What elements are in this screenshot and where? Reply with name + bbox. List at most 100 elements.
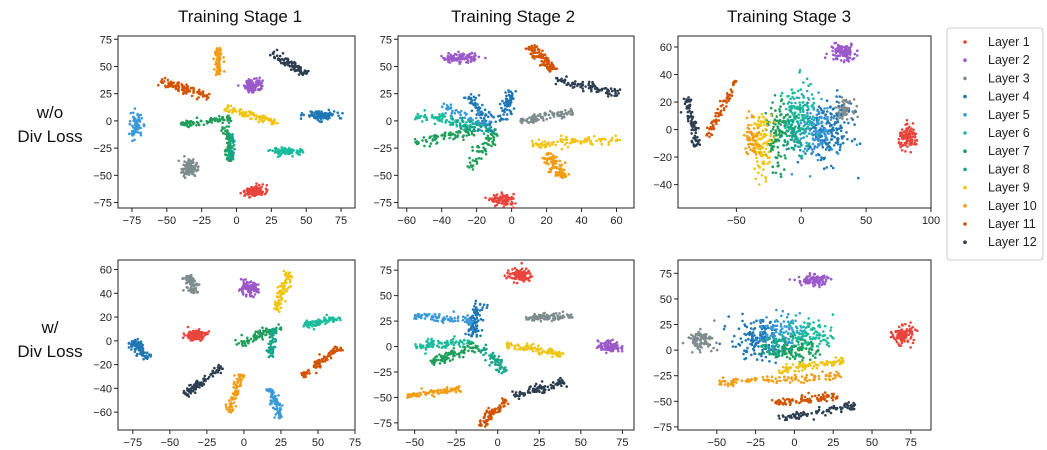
point <box>299 114 303 117</box>
points <box>128 46 344 199</box>
point <box>777 151 780 154</box>
point <box>316 118 320 122</box>
point <box>228 408 231 412</box>
point <box>620 350 624 353</box>
point <box>514 277 517 281</box>
point <box>838 116 842 119</box>
point <box>541 116 544 119</box>
point <box>457 50 460 54</box>
point <box>327 108 331 112</box>
point <box>805 116 808 120</box>
point <box>590 142 594 146</box>
point <box>256 288 260 291</box>
point <box>245 282 249 286</box>
point <box>233 374 236 377</box>
y-tick-label: 0 <box>666 125 672 137</box>
point <box>853 137 856 141</box>
point <box>273 338 277 341</box>
point <box>225 405 228 409</box>
point <box>214 63 217 66</box>
point <box>277 394 280 397</box>
series-layer-6 <box>267 146 305 159</box>
point <box>690 110 694 114</box>
point <box>501 109 504 113</box>
point <box>246 187 249 190</box>
point <box>177 89 180 93</box>
point <box>233 147 236 151</box>
point <box>214 73 218 77</box>
point <box>587 80 591 84</box>
point <box>619 346 623 350</box>
point <box>829 118 833 121</box>
point <box>854 110 857 113</box>
point <box>257 190 260 194</box>
point <box>816 158 820 162</box>
point <box>504 196 508 199</box>
point <box>489 113 493 116</box>
point <box>470 132 474 136</box>
point <box>449 103 453 106</box>
point <box>265 327 268 331</box>
point <box>511 92 514 95</box>
point <box>465 121 468 124</box>
point <box>834 106 838 109</box>
point <box>251 194 254 197</box>
point <box>547 162 550 166</box>
point <box>835 48 839 52</box>
point <box>537 138 541 142</box>
point <box>246 338 249 342</box>
point <box>753 149 756 153</box>
point <box>769 114 773 117</box>
point <box>241 343 244 346</box>
point <box>273 345 277 349</box>
point <box>484 56 487 60</box>
point <box>488 120 492 123</box>
point <box>836 43 840 47</box>
point <box>815 113 819 117</box>
point <box>463 96 466 100</box>
point <box>211 118 214 122</box>
point <box>773 94 777 97</box>
point <box>543 140 547 143</box>
point <box>254 334 257 338</box>
point <box>127 346 131 349</box>
point <box>490 144 493 148</box>
point <box>500 199 504 202</box>
point <box>265 330 269 334</box>
point <box>763 150 766 154</box>
point <box>237 84 240 87</box>
point <box>840 106 844 109</box>
point <box>480 157 483 160</box>
point <box>299 147 302 151</box>
point <box>250 186 254 190</box>
point <box>448 120 451 124</box>
point <box>819 158 823 162</box>
point <box>851 118 855 121</box>
plot-area <box>397 35 635 209</box>
point <box>292 61 296 65</box>
point <box>835 95 838 98</box>
y-tick-label: −25 <box>93 143 112 155</box>
point <box>278 406 282 410</box>
point <box>271 334 274 337</box>
point <box>462 120 465 124</box>
point <box>136 124 140 128</box>
point <box>212 57 215 61</box>
point <box>483 118 486 122</box>
point <box>180 88 184 91</box>
point <box>314 110 318 113</box>
point <box>554 82 558 86</box>
point <box>779 155 783 158</box>
point <box>744 147 747 150</box>
point <box>189 277 193 281</box>
point <box>597 344 601 348</box>
x-tick-label: 75 <box>335 215 347 227</box>
point <box>509 99 513 102</box>
point <box>181 121 184 124</box>
point <box>497 201 501 204</box>
point <box>281 52 285 55</box>
point <box>142 124 146 128</box>
point <box>565 141 568 145</box>
point <box>245 286 249 290</box>
x-tick-label: 75 <box>349 437 361 449</box>
